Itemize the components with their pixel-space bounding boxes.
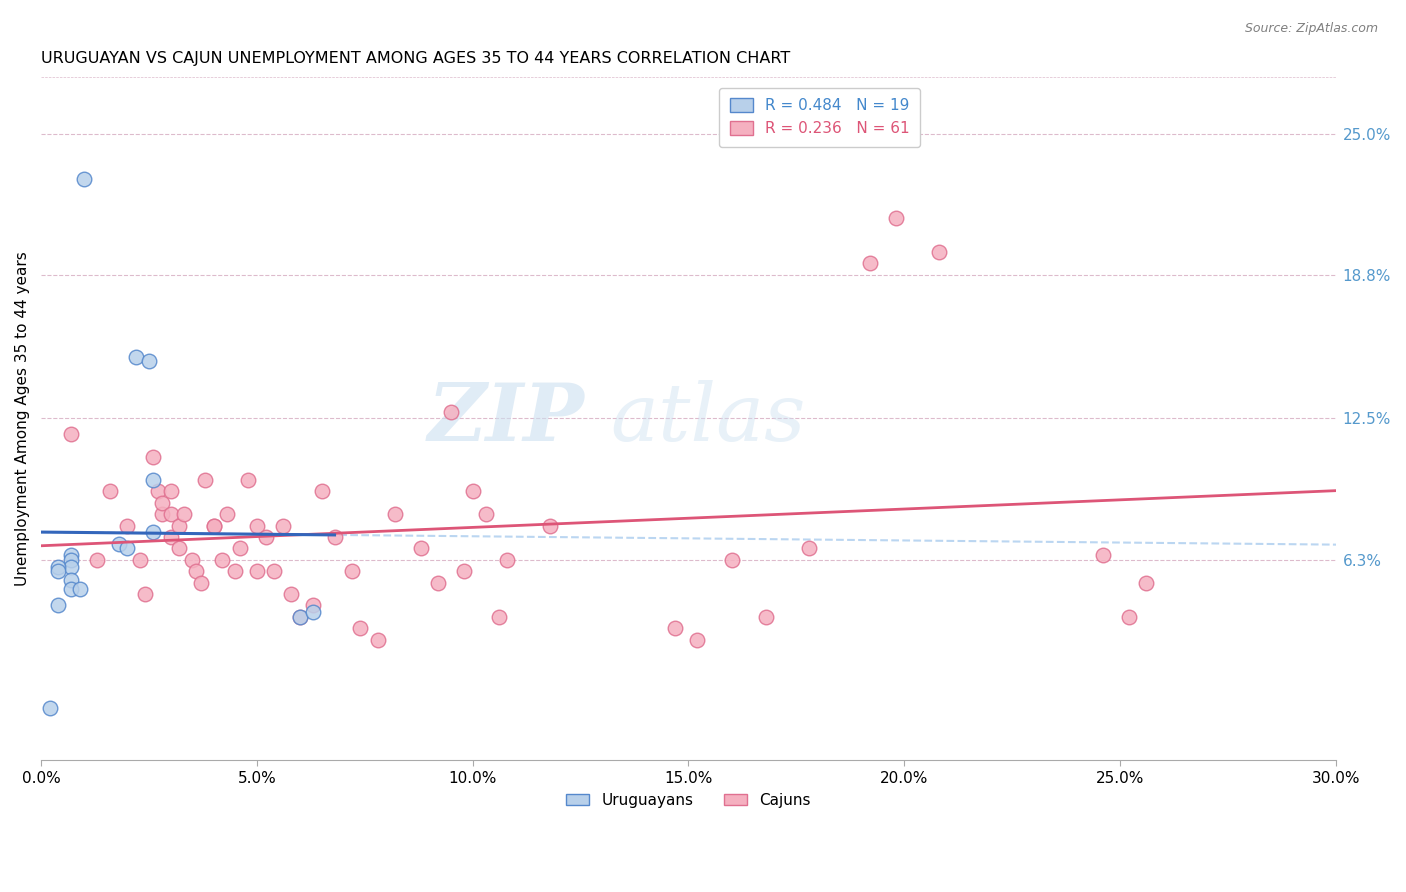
Point (1091, 548, 1114, 562)
Point (538, 518, 561, 533)
Point (302, 605, 325, 619)
Point (48, 559, 70, 574)
Point (224, 564, 246, 578)
Text: ZIP: ZIP (427, 380, 585, 458)
Point (202, 518, 225, 533)
Point (288, 609, 311, 624)
Point (440, 404, 463, 418)
Point (280, 587, 302, 601)
Point (409, 541, 432, 556)
Point (167, 518, 190, 533)
Text: URUGUAYAN VS CAJUN UNEMPLOYMENT AMONG AGES 35 TO 44 YEARS CORRELATION CHART: URUGUAYAN VS CAJUN UNEMPLOYMENT AMONG AG… (41, 51, 790, 66)
Point (384, 507, 406, 521)
Point (125, 350, 148, 364)
Point (60, 427, 83, 442)
Point (150, 496, 173, 510)
Point (159, 530, 181, 544)
Point (129, 553, 152, 567)
Point (928, 245, 950, 260)
Point (340, 564, 363, 578)
Point (271, 518, 294, 533)
Point (159, 484, 181, 499)
Point (146, 484, 169, 499)
Point (190, 575, 212, 590)
Point (60, 553, 83, 567)
Point (98, 484, 121, 499)
Point (720, 553, 742, 567)
Point (288, 609, 311, 624)
Point (263, 564, 285, 578)
Point (215, 507, 238, 521)
Point (246, 518, 269, 533)
Point (238, 473, 260, 487)
Point (60, 548, 83, 562)
Point (246, 564, 269, 578)
Point (48, 564, 70, 578)
Legend: Uruguayans, Cajuns: Uruguayans, Cajuns (560, 787, 817, 814)
Point (474, 507, 496, 521)
Point (755, 609, 778, 624)
Point (202, 518, 225, 533)
Text: Source: ZipAtlas.com: Source: ZipAtlas.com (1244, 22, 1378, 36)
Point (86, 553, 108, 567)
Y-axis label: Unemployment Among Ages 35 to 44 years: Unemployment Among Ages 35 to 44 years (15, 252, 30, 586)
Point (799, 541, 821, 556)
Point (60, 574, 83, 588)
Point (194, 473, 217, 487)
Point (117, 518, 139, 533)
Point (254, 530, 277, 544)
Point (461, 484, 484, 499)
Point (664, 621, 686, 635)
Point (323, 530, 346, 544)
Point (73, 172, 96, 186)
Point (117, 541, 139, 556)
Point (142, 450, 165, 465)
Point (60, 559, 83, 574)
Text: atlas: atlas (610, 380, 806, 458)
Point (138, 354, 160, 368)
Point (427, 575, 450, 590)
Point (142, 525, 165, 540)
Point (134, 587, 156, 601)
Point (142, 473, 165, 487)
Point (69, 582, 91, 597)
Point (150, 507, 173, 521)
Point (173, 507, 195, 521)
Point (1118, 609, 1140, 624)
Point (496, 553, 519, 567)
Point (38, 701, 60, 715)
Point (349, 621, 371, 635)
Point (686, 632, 709, 647)
Point (453, 564, 475, 578)
Point (859, 256, 882, 270)
Point (367, 632, 389, 647)
Point (884, 211, 907, 225)
Point (60, 582, 83, 597)
Point (159, 507, 181, 521)
Point (302, 599, 325, 613)
Point (1135, 575, 1157, 590)
Point (488, 609, 510, 624)
Point (107, 537, 129, 551)
Point (228, 541, 250, 556)
Point (211, 553, 233, 567)
Point (167, 541, 190, 556)
Point (181, 553, 204, 567)
Point (311, 484, 333, 499)
Point (48, 599, 70, 613)
Point (186, 564, 208, 578)
